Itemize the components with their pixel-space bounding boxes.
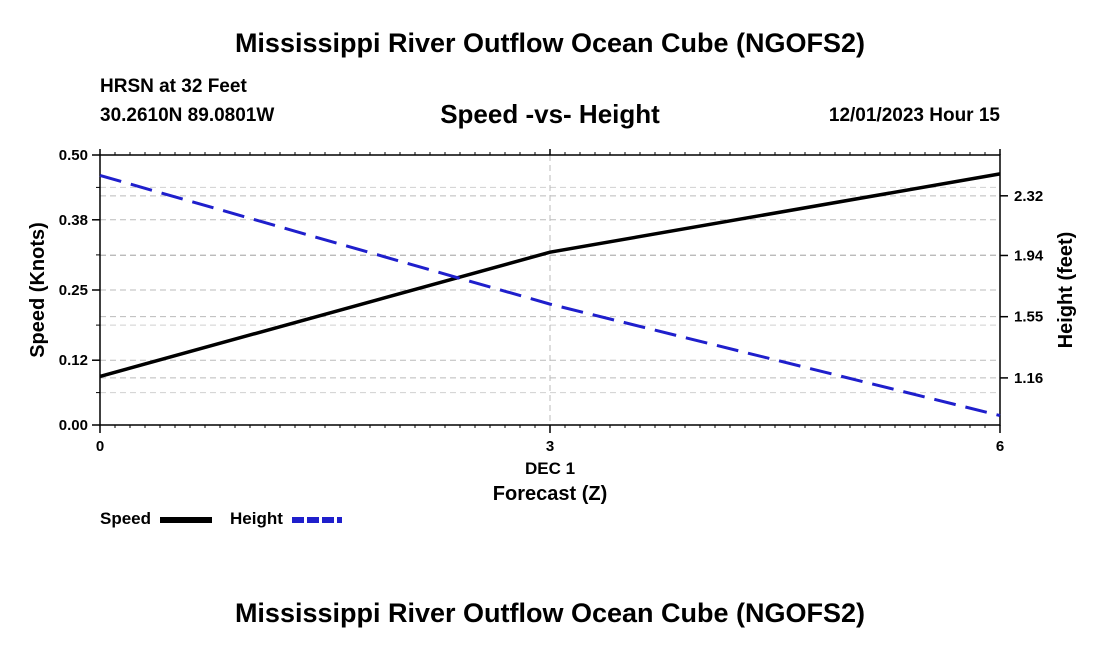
tick-label-x-2: 6 [996, 438, 1004, 455]
main-title: Mississippi River Outflow Ocean Cube (NG… [234, 28, 866, 58]
y-axis-right-label: Height (feet) [1055, 232, 1077, 349]
y-axis-left-label: Speed (Knots) [27, 222, 49, 358]
tick-label-x-1: 3 [546, 438, 554, 455]
tick-label-right-1: 1.55 [1014, 309, 1043, 326]
grid-lines [100, 154, 1000, 425]
x-axis-label: Forecast (Z) [493, 483, 607, 505]
x-axis: 0 3 6 [96, 149, 1004, 455]
tick-label-x-0: 0 [96, 438, 104, 455]
coordinates-label: 30.2610N 89.0801W [100, 105, 275, 126]
datetime-label: 12/01/2023 Hour 15 [828, 105, 1000, 126]
tick-label-right-0: 1.16 [1014, 370, 1043, 387]
legend-height-label: Height [230, 509, 283, 528]
right-axis: 1.16 1.55 1.94 2.32 [1000, 188, 1044, 387]
tick-label-left-4: 0.50 [59, 147, 88, 164]
tick-label-right-2: 1.94 [1014, 247, 1044, 264]
series-group [99, 172, 1001, 418]
tick-label-left-2: 0.25 [59, 282, 88, 299]
tick-label-left-1: 0.12 [59, 352, 88, 369]
x-date-label: DEC 1 [525, 459, 575, 478]
legend-speed-label: Speed [100, 509, 152, 528]
tick-label-left-0: 0.00 [59, 417, 88, 434]
tick-label-right-3: 2.32 [1014, 188, 1043, 205]
chart-title: Speed -vs- Height [440, 99, 660, 129]
tick-label-left-3: 0.38 [59, 212, 88, 229]
bottom-title: Mississippi River Outflow Ocean Cube (NG… [234, 598, 866, 628]
station-label: HRSN at 32 Feet [100, 76, 247, 97]
left-axis: 0.00 0.12 0.25 0.38 0.50 [59, 147, 100, 434]
